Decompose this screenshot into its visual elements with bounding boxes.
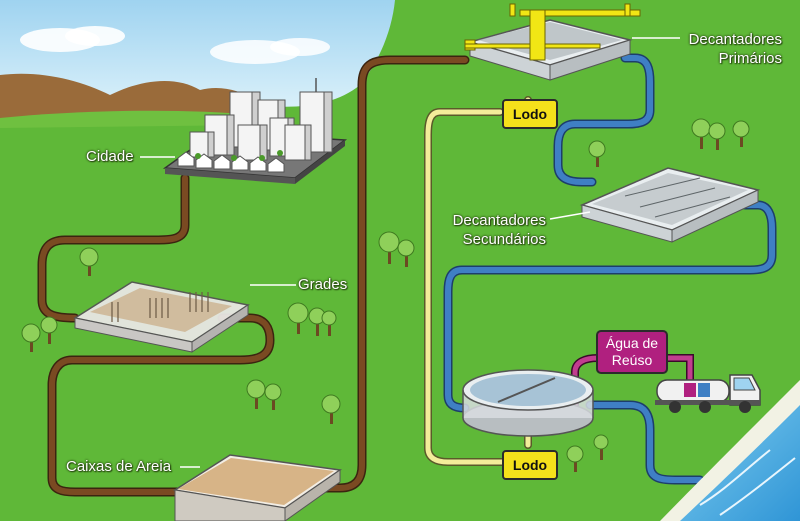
tree — [732, 120, 750, 147]
grades-tank — [73, 281, 250, 353]
agua-de-reuso-line2: Reúso — [611, 352, 653, 368]
city-illustration — [162, 78, 348, 184]
mountains — [0, 73, 255, 118]
secondary-clarifier — [579, 167, 761, 243]
label-decantadores-primarios-line2: Primários — [718, 50, 782, 67]
label-decantadores-secundarios-line2: Secundários — [462, 231, 546, 248]
label-decantadores-secundarios-line1: Decantadores — [452, 212, 546, 229]
tanker-truck — [655, 374, 761, 413]
tree — [566, 445, 584, 472]
label-decantadores-secundarios: Decantadores Secundários — [420, 211, 546, 249]
lodo-badge-bottom: Lodo — [502, 450, 558, 480]
tree — [246, 379, 266, 409]
label-grades: Grades — [298, 276, 348, 293]
sky — [0, 0, 395, 107]
sea — [660, 380, 800, 521]
lodo-badge-top: Lodo — [502, 99, 558, 129]
label-caixas-de-areia: Caixas de Areia — [66, 458, 172, 475]
treated-water-pipe — [443, 53, 777, 485]
tree — [79, 247, 99, 276]
reuse-pipe — [571, 354, 694, 409]
tree — [321, 310, 337, 336]
tree — [40, 316, 58, 344]
agua-de-reuso-badge: Água de Reúso — [596, 330, 668, 374]
hill-line — [0, 110, 255, 128]
tree — [593, 434, 609, 460]
tree — [378, 231, 400, 264]
primary-clarifier — [464, 3, 641, 81]
label-decantadores-primarios: Decantadores Primários — [660, 30, 782, 68]
cloud — [65, 26, 125, 46]
tree — [308, 307, 326, 336]
tree — [21, 323, 41, 352]
tree — [708, 122, 726, 150]
label-cidade: Cidade — [86, 148, 134, 165]
raw-sewage-pipe — [37, 55, 470, 497]
label-decantadores-primarios-line1: Decantadores — [688, 31, 782, 48]
tree — [264, 383, 282, 410]
label-leader-lines — [140, 37, 680, 468]
agua-de-reuso-line1: Água de — [605, 335, 659, 351]
caixas-de-areia-tank — [172, 454, 343, 521]
tree — [321, 394, 341, 424]
tree — [397, 239, 415, 267]
tree — [588, 140, 606, 167]
cloud — [270, 38, 330, 56]
round-clarifier-tank — [462, 369, 594, 437]
tree — [287, 302, 309, 334]
trees — [21, 118, 750, 472]
